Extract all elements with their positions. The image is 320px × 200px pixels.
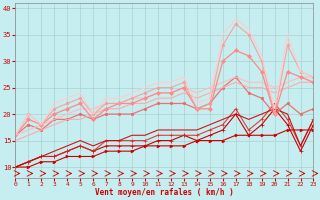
X-axis label: Vent moyen/en rafales ( km/h ): Vent moyen/en rafales ( km/h ): [95, 188, 234, 197]
